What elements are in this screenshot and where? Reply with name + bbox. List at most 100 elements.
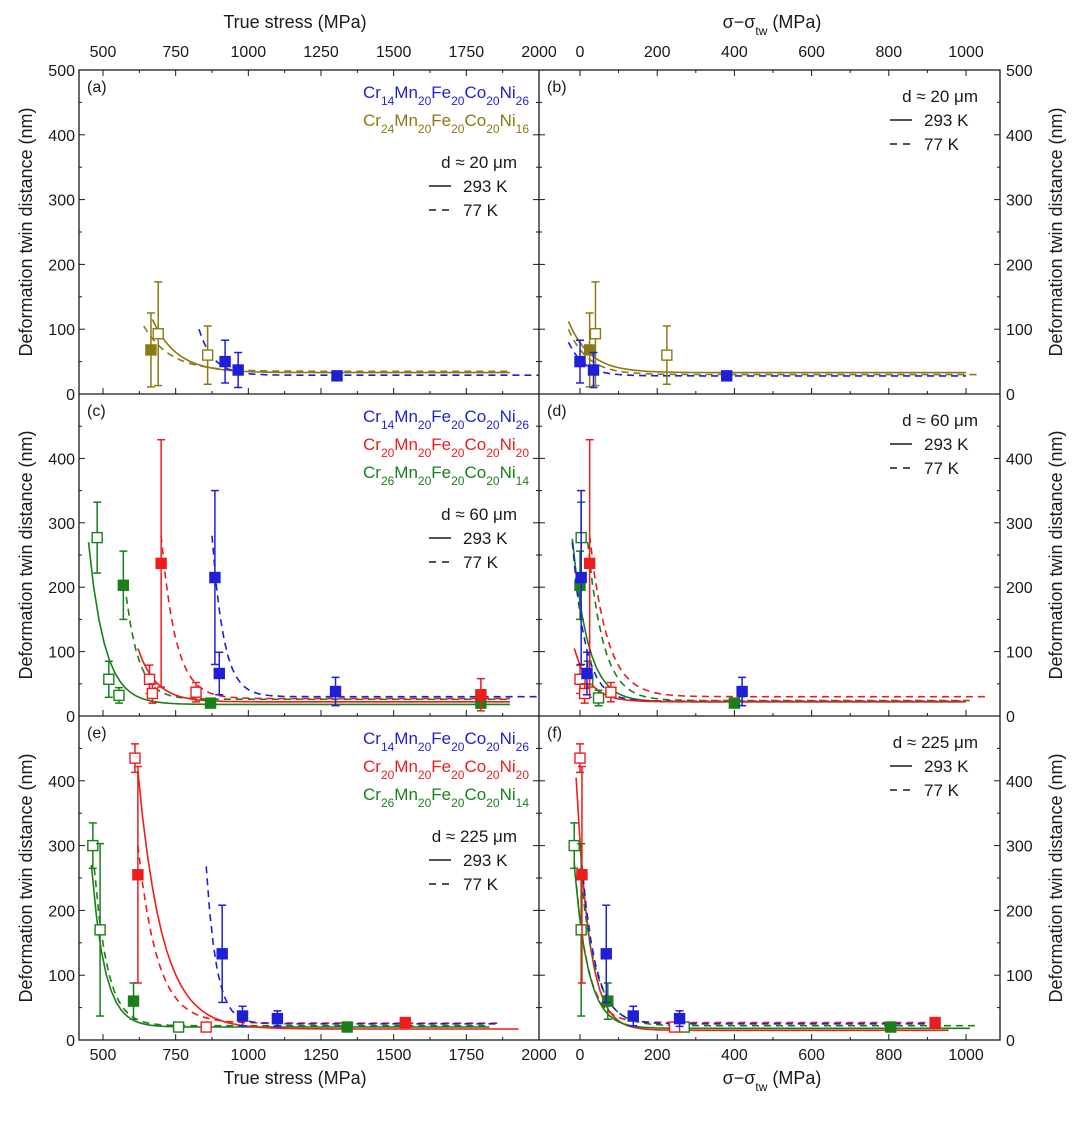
left-y-tick-label: 400 — [48, 451, 75, 468]
right-y-tick-label: 100 — [1006, 322, 1033, 339]
right-y-tick-label: 100 — [1006, 645, 1033, 662]
fit-curve-olive-77K — [143, 325, 510, 373]
bottom-left-x-axis-title: True stress (MPa) — [223, 1068, 366, 1088]
top-left-x-tick-label: 750 — [162, 44, 189, 61]
element-symbol: Co — [464, 435, 486, 454]
fit-curve-red-293K — [575, 777, 949, 1032]
element-fraction: 20 — [451, 796, 465, 810]
data-point-red — [132, 869, 144, 881]
element-symbol: Mn — [394, 785, 418, 804]
data-point-green — [94, 924, 106, 936]
panel-b: (b) d ≈ 20 μm 293 K 77 K — [547, 79, 978, 389]
fit-curve-green-293K — [571, 538, 963, 703]
element-symbol: Co — [464, 757, 486, 776]
element-symbol: Fe — [431, 83, 451, 102]
element-fraction: 20 — [486, 474, 500, 488]
legend-alloy-blue: Cr14Mn20Fe20Co20Ni26 — [363, 83, 529, 108]
element-fraction: 20 — [418, 418, 432, 432]
plot-area — [87, 743, 519, 1033]
element-fraction: 20 — [381, 446, 395, 460]
element-symbol: Ni — [500, 83, 516, 102]
left-y-tick-label: 0 — [66, 709, 75, 726]
data-point-green — [575, 924, 587, 936]
left-y-tick-label: 300 — [48, 193, 75, 210]
data-point-blue — [329, 685, 342, 698]
data-point-blue — [236, 1010, 249, 1022]
data-point-blue — [216, 948, 228, 960]
element-fraction: 26 — [381, 474, 395, 488]
element-symbol: Co — [464, 785, 486, 804]
top-right-x-tick-label: 400 — [721, 44, 748, 61]
element-fraction: 14 — [516, 796, 530, 810]
element-symbol: Fe — [431, 785, 451, 804]
fit-curve-blue-77K — [205, 866, 499, 1025]
element-symbol: Co — [464, 729, 486, 748]
fit-curve-red-293K — [137, 648, 510, 703]
right-y-tick-label: 300 — [1006, 516, 1033, 533]
data-point-olive — [661, 349, 673, 361]
left-y-axis-title: Deformation twin distance (nm) — [16, 430, 36, 679]
legend-77K: 77 K — [924, 135, 960, 154]
data-point-olive — [152, 328, 164, 340]
top-left-x-tick-label: 1500 — [376, 44, 412, 61]
data-point-red — [146, 687, 159, 700]
element-symbol: Cr — [363, 407, 381, 426]
bottom-right-x-tick-label: 400 — [721, 1047, 748, 1064]
fit-curve-blue-77K — [198, 328, 539, 376]
panel-d: (d) d ≈ 60 μm 293 K 77 K — [547, 403, 990, 709]
legend-293K: 293 K — [924, 111, 969, 130]
left-y-tick-label: 100 — [48, 322, 75, 339]
element-fraction: 26 — [516, 418, 530, 432]
fit-curve-blue-77K — [567, 341, 966, 377]
right-y-tick-label: 100 — [1006, 968, 1033, 985]
legend-alloy-olive: Cr24Mn20Fe20Co20Ni16 — [363, 111, 529, 136]
element-fraction: 20 — [451, 122, 465, 136]
top-right-x-tick-label: 600 — [798, 44, 825, 61]
legend-grain-size: d ≈ 20 μm — [902, 87, 978, 106]
panel-c: (c) Cr14Mn20Fe20Co20Ni26Cr20Mn20Fe20Co20N… — [87, 403, 539, 712]
left-y-tick-label: 0 — [66, 387, 75, 404]
element-fraction: 20 — [486, 768, 500, 782]
element-fraction: 20 — [516, 446, 530, 460]
top-left-x-tick-label: 1000 — [231, 44, 267, 61]
left-y-tick-label: 200 — [48, 903, 75, 920]
element-symbol: Fe — [431, 435, 451, 454]
element-symbol: Fe — [431, 407, 451, 426]
element-symbol: Cr — [363, 785, 381, 804]
top-right-x-tick-label: 0 — [576, 44, 585, 61]
element-symbol: Mn — [394, 757, 418, 776]
element-symbol: Co — [464, 407, 486, 426]
left-y-tick-label: 0 — [66, 1033, 75, 1050]
bottom-left-x-tick-label: 1000 — [231, 1047, 267, 1064]
legend-alloy-red: Cr20Mn20Fe20Co20Ni20 — [363, 435, 529, 460]
element-fraction: 26 — [516, 94, 530, 108]
element-fraction: 20 — [451, 768, 465, 782]
left-y-axis-title: Deformation twin distance (nm) — [16, 753, 36, 1002]
data-point-blue — [213, 667, 225, 680]
data-point-green — [602, 995, 614, 1007]
element-fraction: 20 — [418, 446, 432, 460]
data-point-blue — [219, 355, 231, 368]
element-symbol: Mn — [394, 435, 418, 454]
element-fraction: 20 — [486, 446, 500, 460]
top-right-x-tick-label: 800 — [875, 44, 902, 61]
element-fraction: 20 — [418, 474, 432, 488]
element-symbol: Mn — [394, 83, 418, 102]
plot-area — [568, 743, 978, 1033]
panel-label: (f) — [547, 725, 562, 742]
data-point-blue — [575, 571, 587, 584]
left-y-tick-label: 400 — [48, 774, 75, 791]
top-left-x-tick-label: 2000 — [521, 44, 557, 61]
bottom-right-x-tick-label: 200 — [644, 1047, 671, 1064]
left-y-tick-label: 100 — [48, 968, 75, 985]
fit-curve-blue-77K — [581, 864, 939, 1025]
right-y-tick-label: 0 — [1006, 387, 1015, 404]
fit-curve-green-293K — [573, 864, 970, 1030]
element-symbol: Cr — [363, 463, 381, 482]
data-point-red — [583, 557, 596, 570]
right-y-tick-label: 200 — [1006, 580, 1033, 597]
fit-curve-red-77K — [160, 535, 510, 700]
data-point-blue — [673, 1012, 686, 1025]
legend-alloy-red: Cr20Mn20Fe20Co20Ni20 — [363, 757, 529, 782]
legend-alloy-blue: Cr14Mn20Fe20Co20Ni26 — [363, 407, 529, 432]
